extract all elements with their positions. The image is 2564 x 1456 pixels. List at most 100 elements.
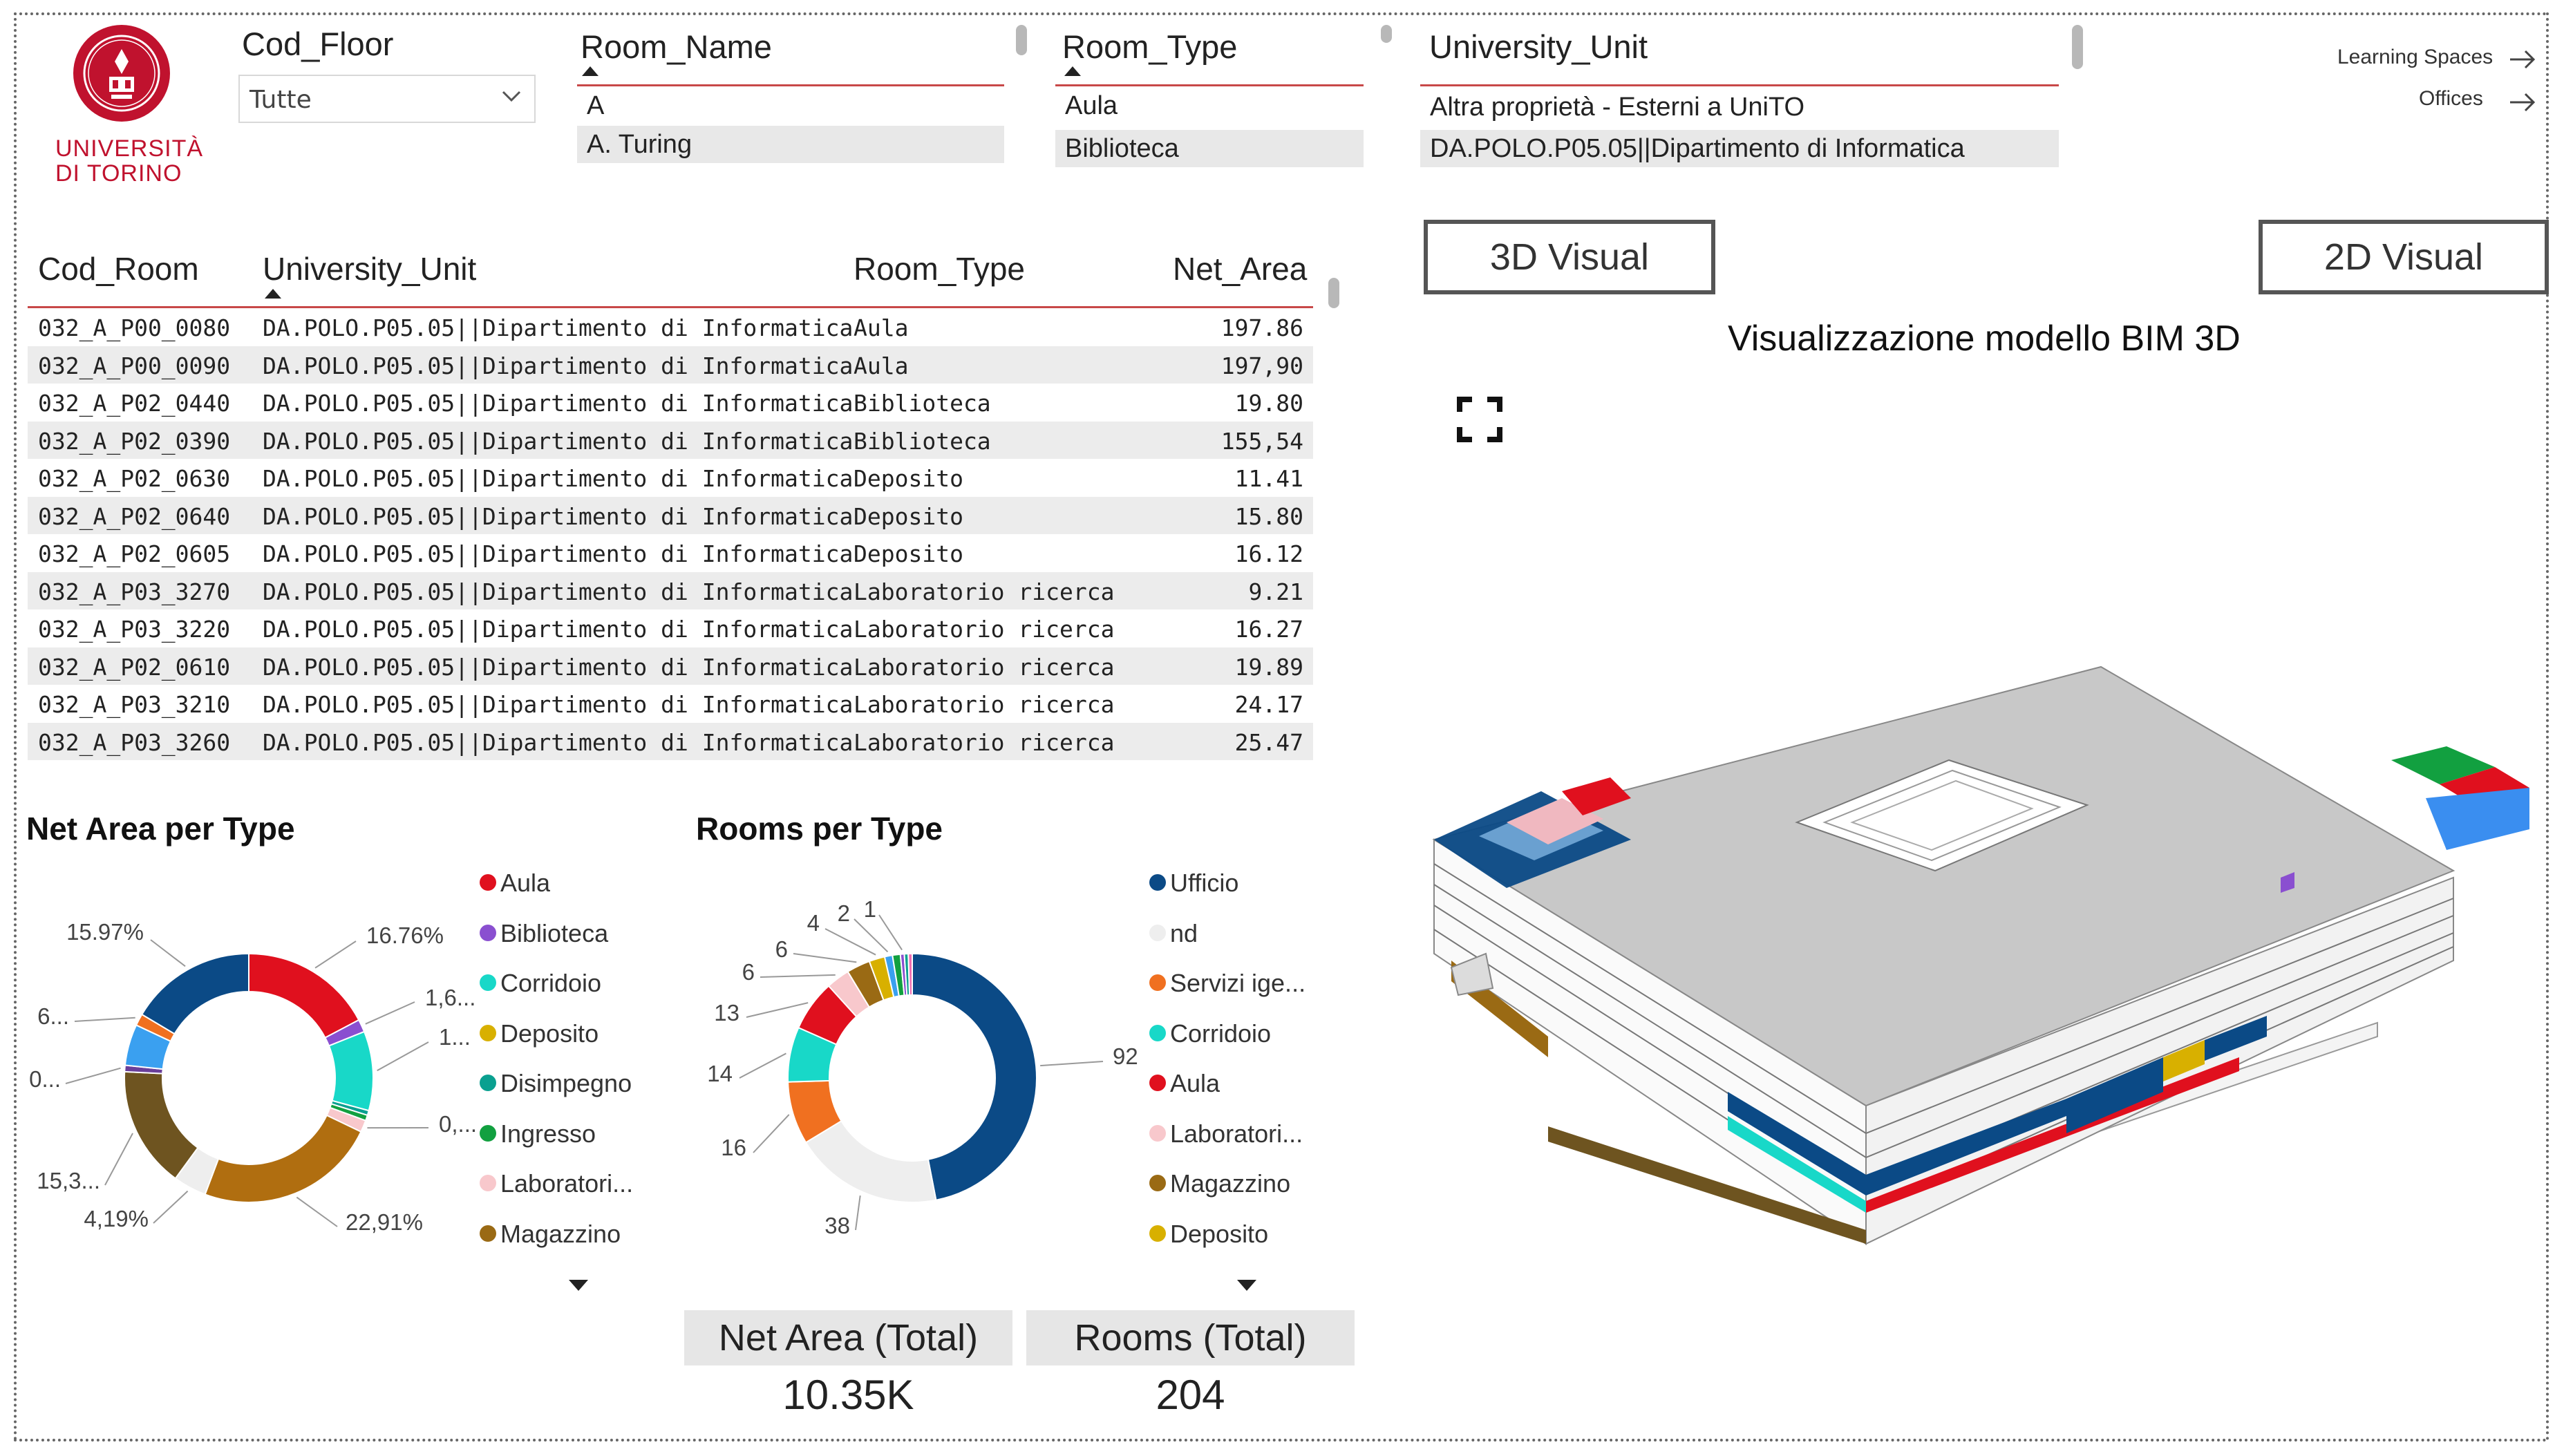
- legend-item[interactable]: Aula: [480, 869, 550, 898]
- tab-2d-visual[interactable]: 2D Visual: [2259, 220, 2549, 294]
- room-type-item[interactable]: Biblioteca: [1055, 130, 1364, 167]
- table-row[interactable]: 032_A_P03_3210 DA.POLO.P05.05||Dipartimen…: [28, 685, 1313, 722]
- net-area-chart-title: Net Area per Type: [26, 811, 295, 847]
- legend-item[interactable]: Magazzino: [480, 1220, 621, 1249]
- room-type-scrollbar[interactable]: [1381, 25, 1392, 43]
- cell-university-unit: DA.POLO.P05.05||Dipartimento di Informat…: [263, 390, 854, 417]
- table-row[interactable]: 032_A_P02_0630 DA.POLO.P05.05||Dipartimen…: [28, 459, 1313, 496]
- table-header-net-area[interactable]: Net_Area: [1173, 251, 1308, 287]
- university-unit-item[interactable]: DA.POLO.P05.05||Dipartimento di Informat…: [1420, 130, 2059, 167]
- bim-model-title: Visualizzazione modello BIM 3D: [1728, 319, 2241, 359]
- legend-item[interactable]: Ingresso: [480, 1119, 596, 1148]
- donut-slice[interactable]: [912, 952, 1037, 1201]
- bim-3d-model-view[interactable]: [1424, 650, 2557, 1285]
- room-name-item[interactable]: A: [587, 91, 605, 120]
- legend-item[interactable]: Laboratori...: [480, 1169, 633, 1198]
- donut-slice[interactable]: [124, 1070, 199, 1180]
- leader-line: [854, 918, 889, 953]
- legend-swatch: [480, 1075, 496, 1092]
- legend-label: Aula: [1170, 1069, 1220, 1097]
- table-row[interactable]: 032_A_P00_0090 DA.POLO.P05.05||Dipartimen…: [28, 346, 1313, 384]
- floor-dropdown[interactable]: Tutte: [238, 75, 536, 123]
- arrow-right-icon[interactable]: [2507, 46, 2538, 73]
- legend-swatch: [480, 1225, 496, 1242]
- table-row[interactable]: 032_A_P03_3220 DA.POLO.P05.05||Dipartimen…: [28, 609, 1313, 647]
- net-area-donut-chart[interactable]: 16.76% 1,6... 1... 0,... 22,91% 4,19% 15,3... 0…: [0, 857, 484, 1271]
- legend-item[interactable]: Servizi ige...: [1149, 969, 1305, 998]
- legend-item[interactable]: Disimpegno: [480, 1069, 632, 1098]
- table-header-room-type[interactable]: Room_Type: [854, 251, 1026, 287]
- nav-offices[interactable]: Offices: [2419, 87, 2483, 111]
- sort-asc-icon[interactable]: [1064, 66, 1081, 76]
- legend-swatch: [480, 1175, 496, 1192]
- room-name-scrollbar[interactable]: [1016, 25, 1027, 55]
- legend-scroll-down-icon[interactable]: [1237, 1280, 1256, 1291]
- donut-slice[interactable]: [248, 952, 360, 1039]
- legend-swatch: [480, 874, 496, 891]
- data-label: 92: [1113, 1043, 1138, 1069]
- legend-item[interactable]: Deposito: [480, 1019, 598, 1048]
- table-row[interactable]: 032_A_P02_0440 DA.POLO.P05.05||Dipartimen…: [28, 384, 1313, 421]
- leader-line: [739, 1052, 786, 1079]
- room-name-item[interactable]: A. Turing: [577, 126, 1004, 163]
- sort-asc-icon[interactable]: [582, 66, 598, 76]
- cell-room-type: Biblioteca: [854, 390, 991, 417]
- leader-line: [855, 1195, 861, 1231]
- legend-scroll-down-icon[interactable]: [569, 1280, 588, 1291]
- cell-university-unit: DA.POLO.P05.05||Dipartimento di Informat…: [263, 578, 854, 605]
- donut-slice[interactable]: [140, 952, 249, 1035]
- legend-label: Laboratori...: [1170, 1119, 1303, 1148]
- legend-item[interactable]: Corridoio: [1149, 1019, 1271, 1048]
- room-name-slicer-title: Room_Name: [581, 28, 772, 65]
- data-label: 22,91%: [346, 1209, 423, 1235]
- cell-net-area: 16.12: [1234, 540, 1303, 567]
- legend-item[interactable]: Aula: [1149, 1069, 1220, 1098]
- table-row[interactable]: 032_A_P00_0080 DA.POLO.P05.05||Dipartimen…: [28, 308, 1313, 346]
- legend-label: Servizi ige...: [1170, 969, 1306, 997]
- table-row[interactable]: 032_A_P03_3270 DA.POLO.P05.05||Dipartimen…: [28, 571, 1313, 609]
- legend-item[interactable]: Biblioteca: [480, 919, 608, 948]
- fullscreen-icon[interactable]: [1457, 397, 1502, 442]
- table-row[interactable]: 032_A_P02_0390 DA.POLO.P05.05||Dipartimen…: [28, 421, 1313, 459]
- data-label: 16.76%: [366, 923, 444, 948]
- legend-item[interactable]: Corridoio: [480, 969, 601, 998]
- university-unit-item[interactable]: Altra proprietà - Esterni a UniTO: [1430, 93, 1805, 122]
- arrow-right-icon[interactable]: [2507, 88, 2538, 116]
- table-row[interactable]: 032_A_P02_0610 DA.POLO.P05.05||Dipartimen…: [28, 647, 1313, 685]
- university-seal-logo: [73, 25, 170, 122]
- table-row[interactable]: 032_A_P03_3260 DA.POLO.P05.05||Dipartimen…: [28, 722, 1313, 760]
- tab-3d-visual[interactable]: 3D Visual: [1424, 220, 1715, 294]
- legend-label: Ufficio: [1170, 869, 1239, 897]
- table-row[interactable]: 032_A_P02_0640 DA.POLO.P05.05||Dipartimen…: [28, 496, 1313, 534]
- legend-item[interactable]: Laboratori...: [1149, 1119, 1303, 1148]
- donut-slice[interactable]: [804, 1119, 937, 1203]
- data-label: 4,19%: [84, 1206, 149, 1231]
- cell-cod-room: 032_A_P02_0605: [38, 540, 231, 567]
- legend-item[interactable]: nd: [1149, 919, 1198, 948]
- legend-item[interactable]: Ufficio: [1149, 869, 1238, 898]
- university-unit-scrollbar[interactable]: [2072, 25, 2083, 69]
- nav-learning-spaces[interactable]: Learning Spaces: [2337, 46, 2493, 69]
- leader-line: [65, 1067, 121, 1084]
- cell-cod-room: 032_A_P00_0090: [38, 352, 231, 379]
- table-row[interactable]: 032_A_P02_0605 DA.POLO.P05.05||Dipartimen…: [28, 534, 1313, 571]
- rooms-card-value: 204: [1156, 1372, 1225, 1418]
- cell-net-area: 15.80: [1234, 502, 1303, 530]
- legend-item[interactable]: Deposito: [1149, 1220, 1268, 1249]
- table-header-cod-room[interactable]: Cod_Room: [38, 251, 199, 287]
- legend-label: Corridoio: [1170, 1019, 1272, 1048]
- cell-university-unit: DA.POLO.P05.05||Dipartimento di Informat…: [263, 502, 854, 530]
- donut-slice[interactable]: [907, 952, 913, 996]
- donut-slice[interactable]: [204, 1114, 362, 1203]
- table-header-university-unit[interactable]: University_Unit: [263, 251, 477, 287]
- room-type-item[interactable]: Aula: [1065, 91, 1118, 120]
- cell-room-type: Laboratorio ricerca: [854, 653, 1115, 681]
- data-label: 0...: [29, 1066, 61, 1092]
- table-scrollbar[interactable]: [1328, 278, 1339, 308]
- room-type-slicer-title: Room_Type: [1062, 28, 1238, 65]
- sort-asc-icon[interactable]: [265, 289, 281, 299]
- legend-item[interactable]: Magazzino: [1149, 1169, 1290, 1198]
- cell-net-area: 155,54: [1220, 427, 1303, 455]
- donut-slice[interactable]: [328, 1030, 374, 1112]
